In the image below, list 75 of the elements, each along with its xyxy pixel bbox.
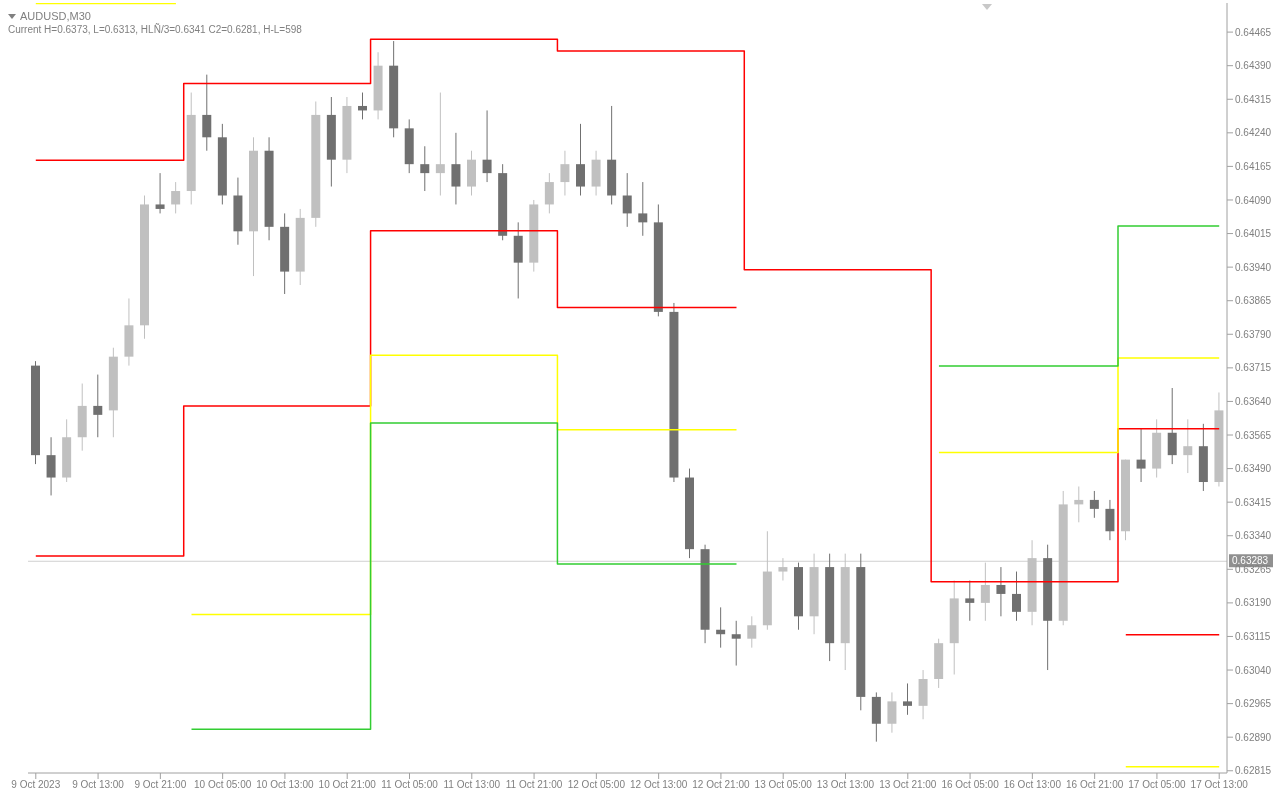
y-tick-label: 0.64390 — [1235, 60, 1272, 72]
candlestick — [451, 132, 461, 205]
candlestick — [1012, 571, 1021, 622]
x-tick-label: 12 Oct 05:00 — [567, 779, 626, 791]
candlestick — [560, 150, 570, 196]
x-tick-label: 10 Oct 05:00 — [194, 779, 252, 791]
y-tick-label: 0.63640 — [1235, 395, 1272, 407]
candlestick — [576, 123, 585, 196]
y-tick-label: 0.63115 — [1235, 631, 1271, 643]
candlestick — [1183, 418, 1193, 474]
candlestick — [965, 580, 975, 622]
candlestick — [778, 557, 788, 581]
x-tick-label: 16 Oct 21:00 — [1066, 779, 1124, 791]
candlestick — [420, 145, 430, 192]
x-tick-label: 9 Oct 13:00 — [72, 779, 125, 791]
y-tick-label: 0.64315 — [1235, 93, 1272, 105]
y-tick-label: 0.64465 — [1235, 26, 1272, 38]
candlestick — [482, 109, 492, 183]
candlestick — [731, 620, 741, 667]
y-tick-label: 0.63790 — [1235, 328, 1272, 340]
candlestick — [358, 92, 367, 120]
x-tick-label: 17 Oct 05:00 — [1128, 779, 1186, 791]
x-tick-label: 9 Oct 21:00 — [134, 779, 187, 791]
y-tick-label: 0.64015 — [1235, 228, 1272, 240]
x-tick-label: 9 Oct 2023 — [11, 779, 61, 791]
y-tick-label: 0.63565 — [1235, 429, 1272, 441]
x-tick-label: 12 Oct 21:00 — [692, 779, 750, 791]
candlestick — [996, 566, 1006, 617]
candlestick — [544, 172, 554, 214]
y-tick-label: 0.63190 — [1235, 597, 1272, 609]
x-tick-label: 10 Oct 13:00 — [256, 779, 314, 791]
x-tick-label: 13 Oct 05:00 — [754, 779, 813, 791]
y-tick-label: 0.63040 — [1235, 664, 1272, 676]
y-tick-label: 0.64090 — [1235, 194, 1272, 206]
candlestick — [1136, 427, 1146, 483]
y-tick-label: 0.63415 — [1235, 496, 1272, 508]
candlestick — [903, 682, 912, 716]
x-tick-label: 11 Oct 13:00 — [443, 779, 501, 791]
candlestick — [716, 606, 726, 649]
y-tick-label: 0.62965 — [1235, 698, 1272, 710]
x-tick-label: 12 Oct 13:00 — [630, 779, 688, 791]
candlestick — [622, 172, 632, 228]
candlestick — [980, 562, 990, 622]
candlestick — [1105, 499, 1115, 541]
candlestick — [887, 691, 897, 734]
candlestick — [155, 172, 165, 214]
candlestick — [638, 181, 648, 237]
candlestick — [1089, 490, 1099, 519]
candlestick — [1074, 485, 1084, 523]
candlestick — [202, 74, 212, 152]
y-tick-label: 0.63490 — [1235, 463, 1272, 475]
y-tick-label: 0.64165 — [1235, 160, 1272, 172]
y-tick-label: 0.63940 — [1235, 261, 1272, 273]
y-tick-label: 0.63340 — [1235, 530, 1272, 542]
candlestick — [46, 436, 56, 496]
x-tick-label: 10 Oct 21:00 — [318, 779, 377, 791]
y-tick-label: 0.63865 — [1235, 295, 1272, 307]
x-tick-label: 13 Oct 21:00 — [879, 779, 937, 791]
x-tick-label: 16 Oct 05:00 — [941, 779, 1000, 791]
candlestick — [93, 374, 103, 438]
candlestick — [1167, 387, 1177, 465]
y-tick-label: 0.63715 — [1235, 362, 1272, 374]
x-tick-label: 11 Oct 05:00 — [381, 779, 439, 791]
y-tick-label: 0.62815 — [1235, 765, 1272, 777]
text: Current H=0.6373, L=0.6313, HLÑ/3=0.6341 C2=0.6281, H-L=598 — [8, 23, 302, 37]
x-tick-label: 17 Oct 13:00 — [1190, 779, 1249, 791]
candlestick — [747, 615, 757, 649]
candlestick — [171, 181, 181, 214]
x-tick-label: 13 Oct 13:00 — [816, 779, 875, 791]
y-tick-label: 0.62890 — [1235, 731, 1272, 743]
candlestick — [435, 92, 445, 196]
x-tick-label: 11 Oct 21:00 — [505, 779, 563, 791]
y-tick-label: 0.64240 — [1235, 127, 1272, 139]
x-tick-label: 16 Oct 13:00 — [1003, 779, 1062, 791]
text: AUDUSD,M30 — [20, 9, 91, 23]
